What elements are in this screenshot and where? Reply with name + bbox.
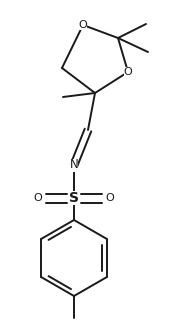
Text: O: O bbox=[124, 67, 132, 77]
Text: S: S bbox=[69, 191, 79, 205]
Text: N: N bbox=[70, 158, 78, 172]
Text: O: O bbox=[34, 193, 42, 203]
Text: O: O bbox=[79, 20, 87, 30]
Text: O: O bbox=[106, 193, 114, 203]
